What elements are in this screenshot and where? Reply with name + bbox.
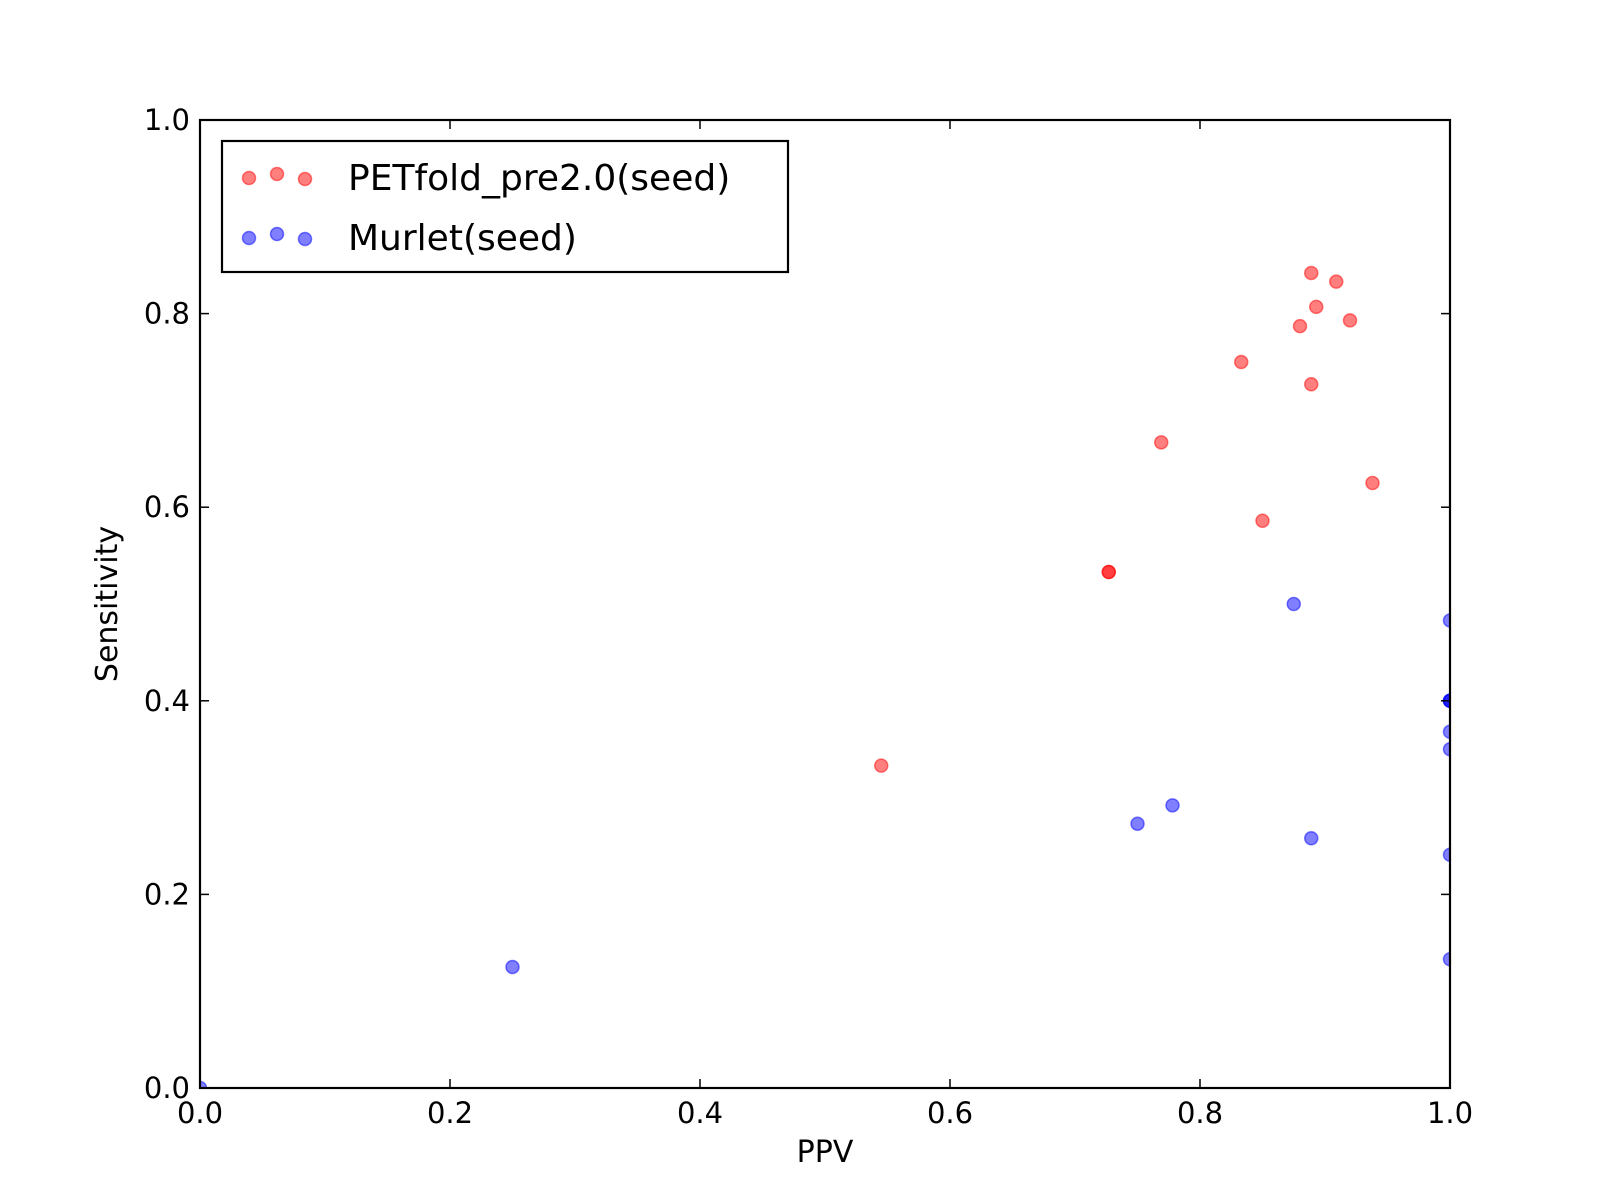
legend-label: PETfold_pre2.0(seed) — [348, 158, 730, 199]
data-point-series-1 — [200, 1080, 208, 1088]
plot-area — [200, 265, 1450, 1088]
data-point-series-1 — [1442, 741, 1450, 757]
data-point-series-1 — [505, 959, 520, 975]
y-tick-label: 0.6 — [144, 490, 190, 524]
data-point-series-0 — [1292, 318, 1308, 334]
x-tick-label: 1.0 — [1427, 1096, 1473, 1130]
y-tick-label: 0.2 — [144, 877, 190, 911]
data-point-series-1 — [1442, 724, 1450, 740]
legend-marker — [269, 226, 285, 242]
x-tick-label: 0.2 — [427, 1096, 473, 1130]
data-point-series-1 — [1442, 847, 1450, 862]
data-point-series-0 — [1255, 513, 1270, 529]
data-point-series-0 — [1365, 475, 1380, 491]
data-point-series-0 — [1342, 313, 1358, 328]
axis-ticks: 0.0 0.2 0.4 0.6 0.8 1.0 0.0 0.2 0.4 0.6 0.8 1.0 — [144, 103, 1473, 1130]
y-tick-label: 0.0 — [144, 1071, 190, 1105]
data-point-series-0 — [1154, 435, 1169, 450]
data-point-series-1 — [1130, 816, 1145, 831]
legend-box — [220, 139, 790, 274]
legend-marker — [241, 170, 257, 186]
data-point-series-1 — [1442, 952, 1450, 967]
data-point-series-1 — [1286, 596, 1301, 612]
data-point-series-0 — [1309, 299, 1324, 315]
data-point-series-1 — [1165, 798, 1180, 813]
data-point-series-0 — [1304, 265, 1319, 281]
y-tick-label: 0.4 — [144, 684, 190, 718]
x-tick-label: 0.6 — [927, 1096, 973, 1130]
data-point-series-0 — [874, 758, 889, 773]
x-axis-title: PPV — [797, 1135, 854, 1170]
data-point-series-1 — [1304, 831, 1319, 846]
data-point-series-0 — [1304, 377, 1319, 392]
y-tick-label: 0.8 — [144, 297, 190, 331]
data-point-series-0 — [1101, 564, 1116, 580]
y-tick-label: 1.0 — [144, 103, 190, 137]
x-tick-label: 0.8 — [1177, 1096, 1223, 1130]
legend-label: Murlet(seed) — [348, 218, 577, 259]
x-tick-label: 0.0 — [177, 1096, 223, 1130]
legend-marker — [297, 231, 313, 247]
legend-marker — [297, 171, 313, 187]
x-tick-label: 0.4 — [677, 1096, 723, 1130]
y-axis-title: Sensitivity — [90, 526, 125, 682]
legend: PETfold_pre2.0(seed) Murlet(seed) — [220, 139, 790, 274]
data-point-series-0 — [1329, 274, 1344, 289]
axes-frame — [198, 118, 1452, 1090]
data-point-series-0 — [1234, 354, 1249, 370]
legend-marker — [241, 230, 257, 246]
legend-marker — [269, 166, 285, 182]
data-point-series-1 — [1442, 613, 1450, 628]
